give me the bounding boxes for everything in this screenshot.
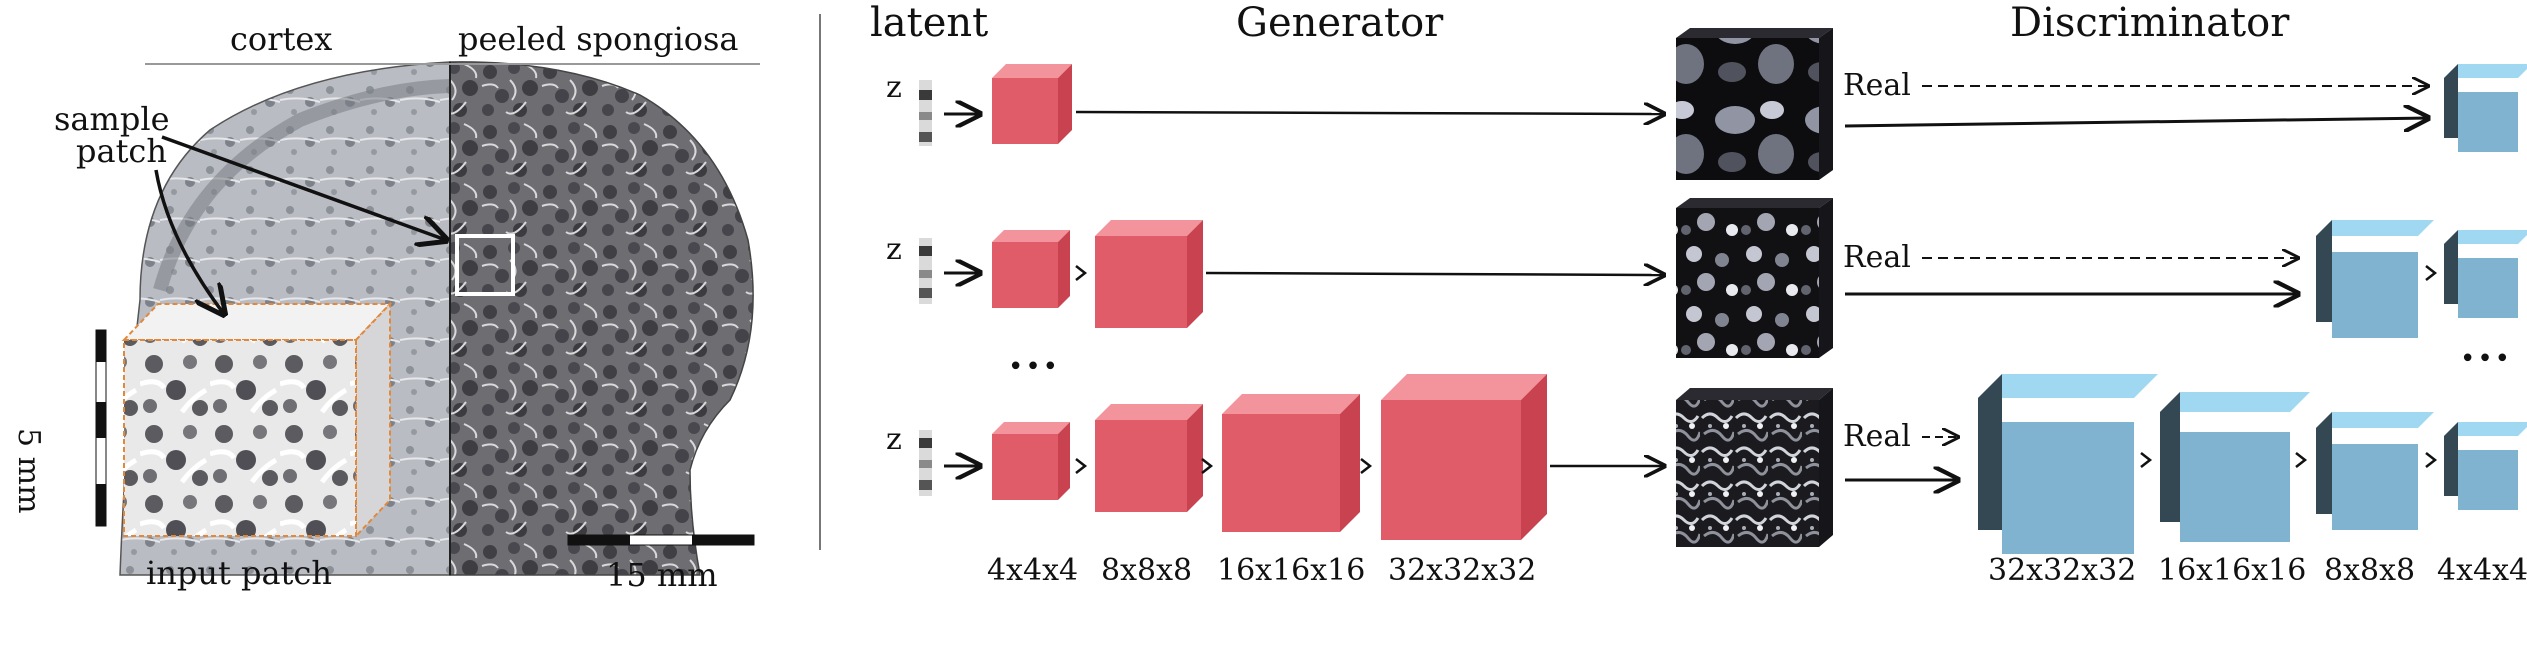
- connector-chevron: [1360, 458, 1373, 474]
- gen-block-4-row2: [992, 230, 1070, 308]
- disc-dim-16: 16x16x16: [2158, 553, 2307, 588]
- ellipsis-generator: •••: [1008, 352, 1061, 382]
- sample-label-line2: patch: [76, 132, 167, 170]
- generated-sample-row3: [1676, 388, 1833, 547]
- disc-dim-32: 32x32x32: [1988, 553, 2137, 588]
- latent-header: latent: [870, 0, 989, 46]
- connector-chevron: [1075, 458, 1088, 474]
- sample-patch-marker: [455, 234, 515, 296]
- cortex-label: cortex: [230, 20, 333, 58]
- z-label-row2: z: [886, 232, 902, 267]
- disc-block-8-row3: [2316, 412, 2434, 530]
- spongiosa-region: [449, 61, 754, 576]
- connector-chevron: [1075, 265, 1088, 281]
- disc-dim-4: 4x4x4: [2437, 553, 2527, 588]
- connector-chevron: [2425, 452, 2438, 468]
- arrow-gen1-to-sample: [1075, 112, 1664, 114]
- disc-dim-8: 8x8x8: [2324, 553, 2416, 588]
- arrow-sample-to-marker: [161, 135, 446, 240]
- gen-block-4-row3: [992, 422, 1070, 500]
- latent-vector-row3: [919, 430, 932, 496]
- arrow-sample-to-cube: [154, 169, 224, 314]
- connector-chevron: [2140, 452, 2153, 468]
- real-label-row3: Real: [1843, 419, 1911, 454]
- generated-sample-row2: [1676, 198, 1833, 358]
- gen-block-32-row3: [1381, 374, 1547, 540]
- horizontal-scale-bar: [567, 534, 755, 546]
- gen-dim-8: 8x8x8: [1101, 553, 1193, 588]
- gen-block-16-row3: [1222, 394, 1360, 532]
- connector-chevron: [1201, 458, 1214, 474]
- input-patch-label: input patch: [146, 554, 332, 592]
- ellipsis-discriminator: •••: [2460, 344, 2513, 374]
- disc-block-32-row3: [1978, 374, 2158, 554]
- latent-vector-row1: [919, 80, 932, 146]
- gen-dim-4: 4x4x4: [987, 553, 1079, 588]
- connector-chevron: [2295, 452, 2308, 468]
- fake-arrow-row1: [1844, 118, 2428, 126]
- connector-chevron: [2425, 265, 2438, 281]
- disc-block-4-row3: [2444, 422, 2527, 510]
- latent-vector-row2: [919, 238, 932, 304]
- disc-block-4-row1: [2444, 64, 2527, 152]
- peeled-spongiosa-label: peeled spongiosa: [458, 20, 739, 58]
- real-label-row1: Real: [1843, 68, 1911, 103]
- z-label-row1: z: [886, 70, 902, 105]
- gen-block-8-row2: [1095, 220, 1203, 328]
- gen-block-8-row3: [1095, 404, 1203, 512]
- gen-dim-32: 32x32x32: [1388, 553, 1537, 588]
- arrow-gen2-to-sample: [1205, 273, 1664, 275]
- generator-header: Generator: [1236, 0, 1444, 46]
- disc-block-4-row2: [2444, 230, 2527, 318]
- disc-block-8-row2: [2316, 220, 2434, 338]
- real-label-row2: Real: [1843, 240, 1911, 275]
- discriminator-header: Discriminator: [2010, 0, 2290, 46]
- vertical-scale-bar: [95, 329, 107, 527]
- z-label-row3: z: [886, 422, 902, 457]
- scale-vertical-label: 5 mm: [11, 428, 46, 514]
- gen-dim-16: 16x16x16: [1217, 553, 1366, 588]
- sample-label-line1: sample: [54, 100, 170, 138]
- input-patch-cube: [121, 301, 393, 539]
- scale-horizontal-label: 15 mm: [606, 556, 718, 594]
- gen-block-4-row1: [992, 64, 1072, 144]
- generated-sample-row1: [1676, 28, 1833, 180]
- disc-block-16-row3: [2160, 392, 2310, 542]
